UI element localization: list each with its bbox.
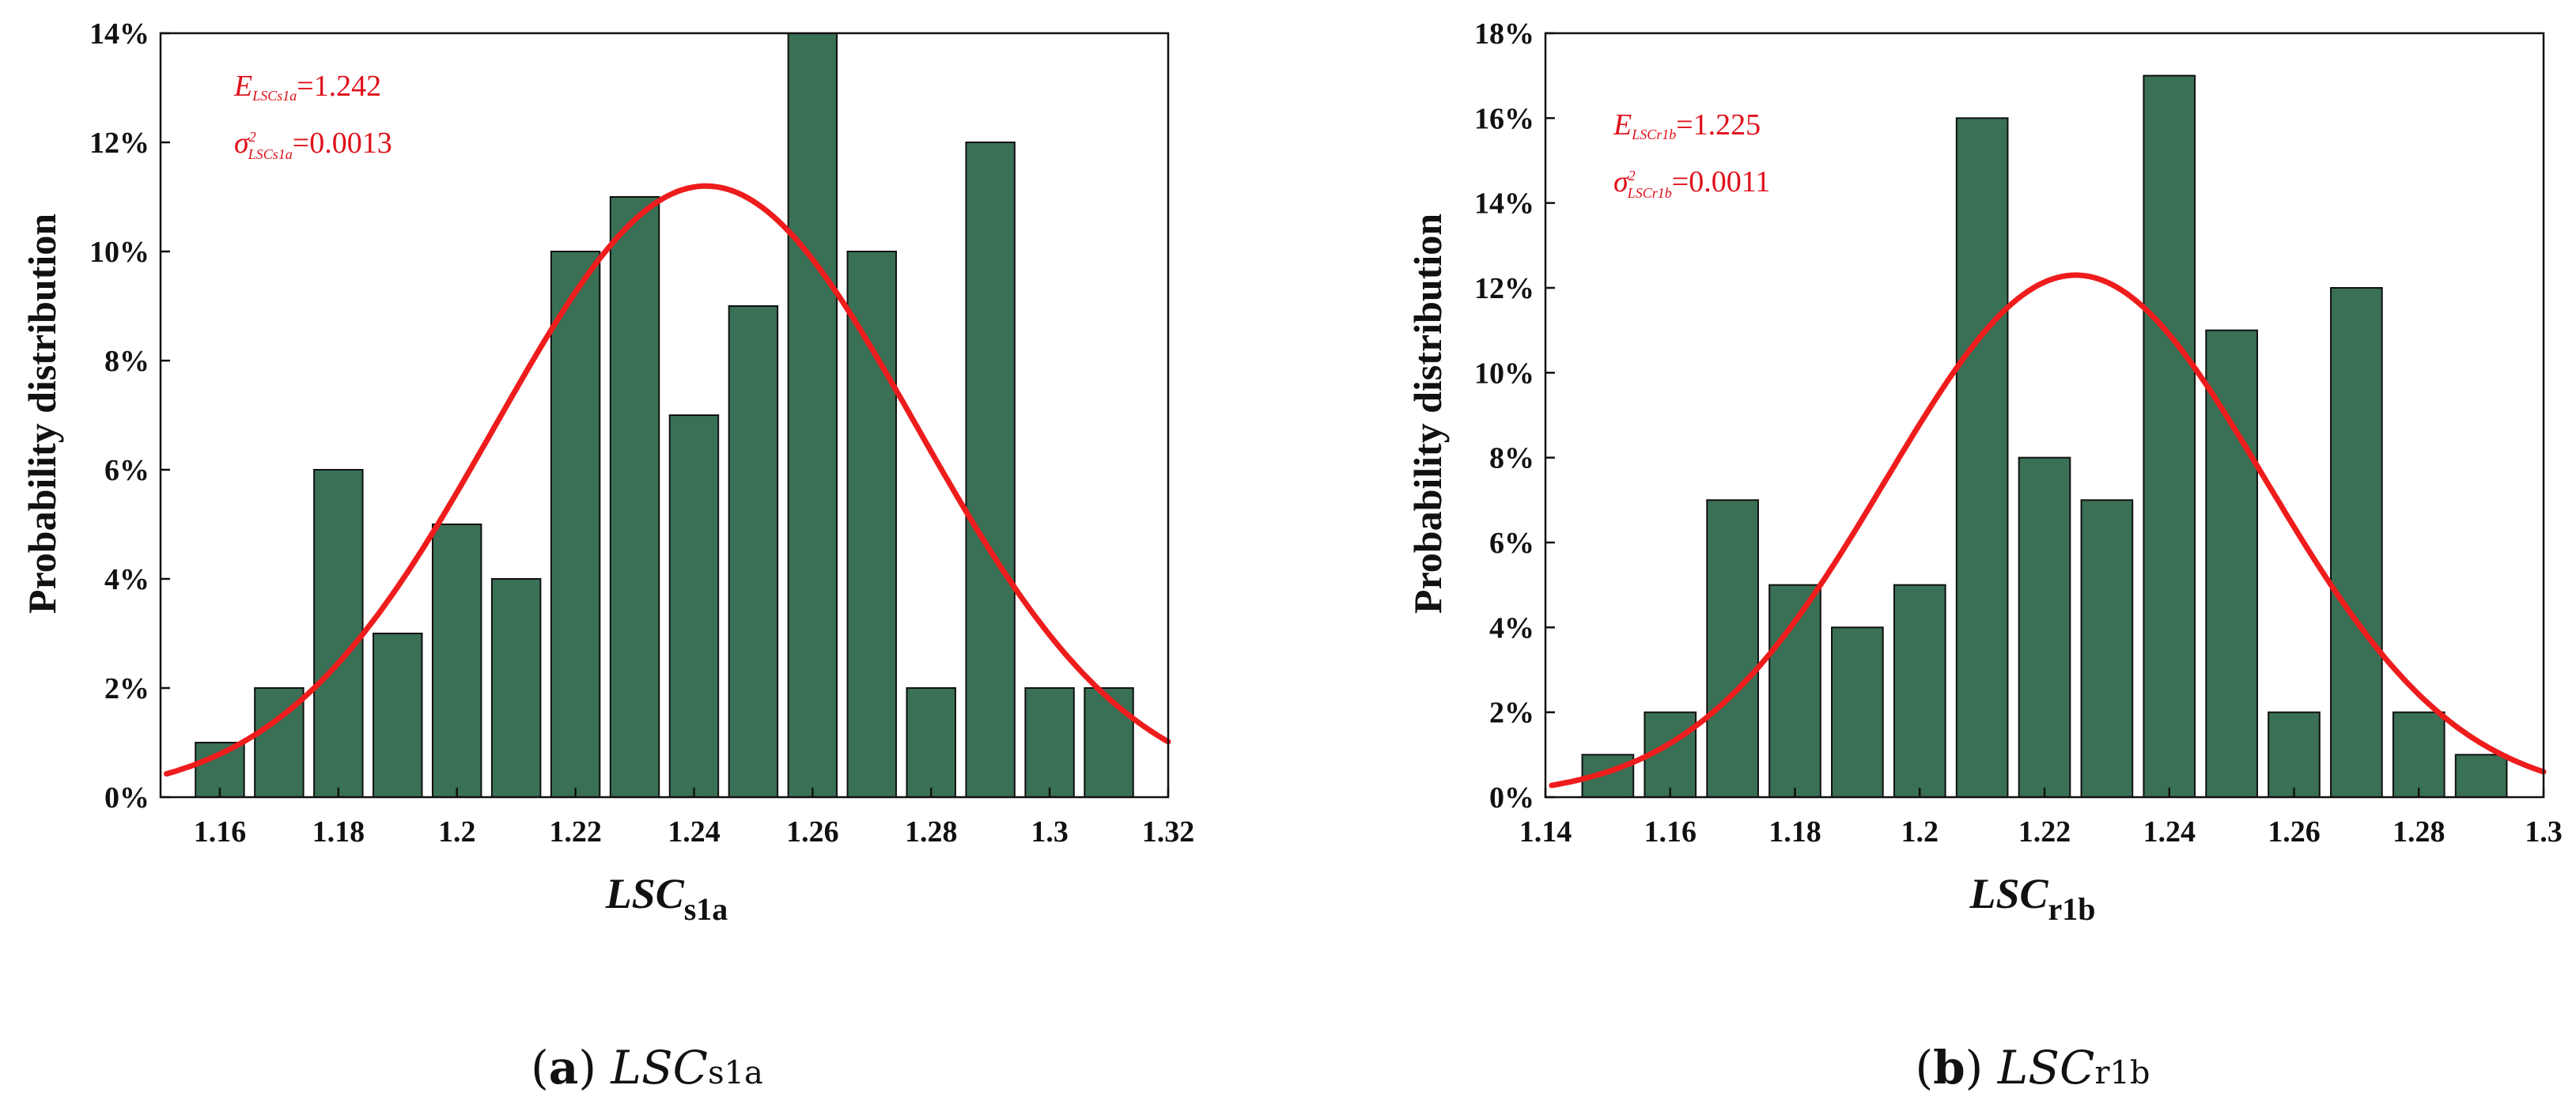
bar <box>609 196 660 798</box>
bar <box>373 633 423 798</box>
bar <box>846 251 898 798</box>
bar <box>787 32 838 798</box>
x-tick-label: 1.2 <box>438 815 476 849</box>
x-tick-label: 1.26 <box>2268 815 2321 849</box>
x-tick-label: 1.14 <box>1519 815 1572 849</box>
x-tick-label: 1.28 <box>2393 815 2445 849</box>
chart-panel-b: 1.14 1.16 1.18 1.2 1.22 1.24 1.26 1.28 1.3 0% 2% 4… <box>1405 17 2563 1095</box>
y-axis-label: Probability distribution <box>20 214 64 614</box>
bar <box>313 469 364 798</box>
y-tick-label: 16% <box>1474 102 1534 135</box>
chart-panel-a: 1.16 1.18 1.2 1.22 1.24 1.26 1.28 1.3 1.32 0% 2% 4… <box>20 17 1194 1095</box>
x-tick-label: 1.24 <box>2143 815 2196 849</box>
y-tick-label: 12% <box>1474 272 1534 305</box>
y-tick-label: 18% <box>1474 17 1534 51</box>
caption-b: (b) LSCr1b <box>1915 1041 2150 1095</box>
x-tick-label: 1.22 <box>2018 815 2071 849</box>
y-tick-label: 6% <box>1489 527 1534 560</box>
y-axis-ticks: 0% 2% 4% 6% 8% 10% 12% 14% <box>89 17 170 815</box>
y-tick-label: 10% <box>1474 357 1534 390</box>
y-tick-label: 14% <box>1474 187 1534 221</box>
bar-series <box>1581 74 2508 799</box>
bar <box>2018 456 2071 799</box>
x-axis-ticks: 1.14 1.16 1.18 1.2 1.22 1.24 1.26 1.28 1.3 <box>1519 788 2563 849</box>
bar <box>2330 287 2383 798</box>
bar <box>550 251 601 798</box>
x-tick-label: 1.16 <box>194 815 247 849</box>
x-tick-label: 1.24 <box>668 815 721 849</box>
x-axis-label: LSCr1b <box>1969 870 2095 927</box>
bar <box>1084 687 1134 798</box>
x-tick-label: 1.32 <box>1142 815 1195 849</box>
bar <box>2268 711 2321 799</box>
bar <box>728 305 779 798</box>
y-tick-label: 0% <box>1489 781 1534 815</box>
mean-annotation: ELSCs1a=1.242 <box>233 70 381 104</box>
bar <box>668 414 720 798</box>
y-tick-label: 2% <box>104 672 149 705</box>
bar <box>965 142 1016 798</box>
x-tick-label: 1.22 <box>549 815 602 849</box>
y-tick-label: 4% <box>104 563 149 596</box>
variance-annotation: σ2 LSCr1b=0.0011 <box>1613 165 1770 201</box>
y-tick-label: 2% <box>1489 697 1534 730</box>
y-tick-label: 14% <box>89 17 149 51</box>
bar <box>906 687 956 798</box>
y-tick-label: 6% <box>104 454 149 487</box>
y-axis-label: Probability distribution <box>1405 214 1450 614</box>
y-axis-ticks: 0% 2% 4% 6% 8% 10% 12% 14% 16% 18% <box>1474 17 1555 815</box>
axes-frame <box>159 32 1170 799</box>
bar <box>431 524 482 798</box>
bar <box>2454 754 2508 798</box>
bar <box>1893 584 1946 799</box>
bar <box>2143 74 2196 798</box>
x-tick-label: 1.16 <box>1644 815 1697 849</box>
normal-fit-curve <box>1549 272 2547 788</box>
y-tick-label: 12% <box>89 127 149 160</box>
bar <box>1706 499 1759 798</box>
bar <box>490 578 542 798</box>
bar <box>2392 711 2445 799</box>
x-tick-label: 1.18 <box>312 815 365 849</box>
bar <box>2080 499 2134 798</box>
y-tick-label: 4% <box>1489 611 1534 645</box>
bar <box>1955 117 2009 799</box>
x-tick-label: 1.26 <box>786 815 839 849</box>
mean-annotation: ELSCr1b=1.225 <box>1613 108 1761 142</box>
x-tick-label: 1.3 <box>1031 815 1069 849</box>
x-tick-label: 1.2 <box>1901 815 1939 849</box>
caption-a: (a) LSCs1a <box>531 1041 763 1095</box>
bar-series <box>195 32 1134 798</box>
normal-fit-curve <box>164 183 1171 777</box>
x-tick-label: 1.28 <box>905 815 958 849</box>
bar <box>1831 626 1884 798</box>
y-tick-label: 8% <box>1489 442 1534 475</box>
x-tick-label: 1.18 <box>1768 815 1821 849</box>
x-axis-ticks: 1.16 1.18 1.2 1.22 1.24 1.26 1.28 1.3 1.32 <box>194 788 1195 849</box>
variance-annotation: σ2 LSCs1a=0.0013 <box>234 127 392 162</box>
x-tick-label: 1.3 <box>2525 815 2563 849</box>
y-tick-label: 10% <box>89 236 149 269</box>
y-tick-label: 0% <box>104 781 149 815</box>
bar <box>1024 687 1075 798</box>
y-tick-label: 8% <box>104 345 149 378</box>
x-axis-label: LSCs1a <box>605 870 728 927</box>
